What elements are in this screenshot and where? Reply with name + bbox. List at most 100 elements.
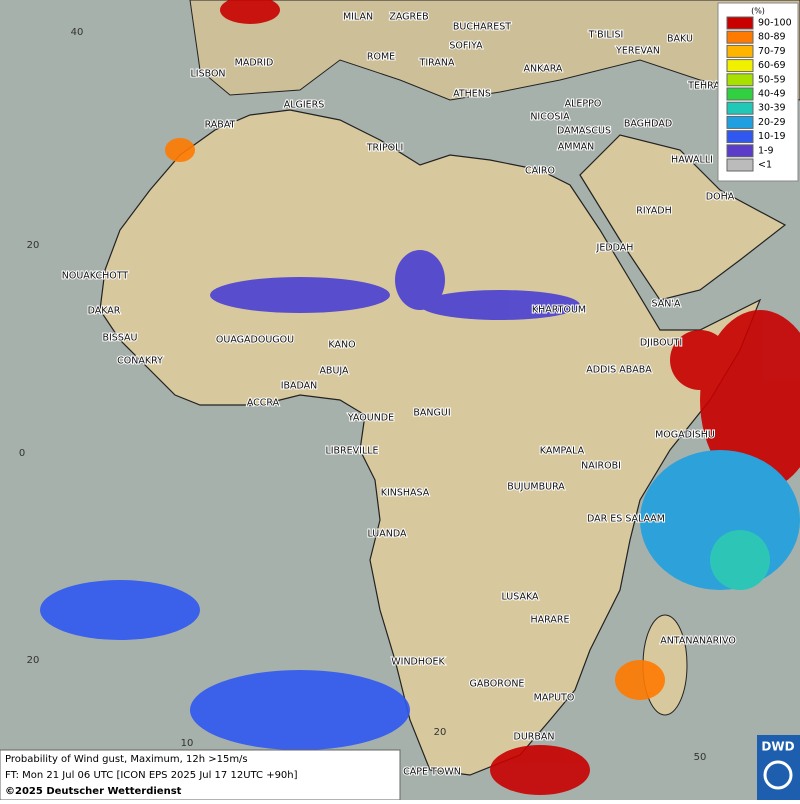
legend-label: 70-79 xyxy=(758,46,786,57)
city-label: MOGADISHU xyxy=(655,430,715,441)
wind-area xyxy=(190,670,410,750)
city-label: CAIRO xyxy=(525,166,555,177)
city-labels: MILAN ZAGREB BUCHAREST MADRID ROME SOFIYA TIRA… xyxy=(61,11,737,779)
wind-area xyxy=(670,330,730,390)
city-label: DJIBOUTI xyxy=(640,338,682,349)
city-label: BUJUMBURA xyxy=(507,482,565,493)
city-label: LISBON xyxy=(190,69,225,80)
city-label: GABORONE xyxy=(470,679,525,690)
arabia-land xyxy=(579,134,787,301)
grid-label: 0 xyxy=(19,448,25,459)
city-label: ALGIERS xyxy=(284,100,325,111)
city-label: KINSHASA xyxy=(381,488,430,499)
city-label: LUSAKA xyxy=(501,592,539,603)
legend-label: 50-59 xyxy=(758,74,786,85)
city-label: LIBREVILLE xyxy=(325,446,378,457)
grid-label: 40 xyxy=(71,27,84,38)
city-label: NICOSIA xyxy=(530,112,570,123)
city-label: KHARTOUM xyxy=(532,305,586,316)
legend-label: 90-100 xyxy=(758,18,792,29)
legend-label: 20-29 xyxy=(758,117,786,128)
city-label: TEHRA xyxy=(687,81,720,92)
city-label: IBADAN xyxy=(281,381,318,392)
info-line: ©2025 Deutscher Wetterdienst xyxy=(5,786,182,797)
city-label: DAR ES SALAAM xyxy=(587,514,665,525)
grid-label: 20 xyxy=(27,655,40,666)
city-label: ZAGREB xyxy=(389,12,428,23)
city-label: DAMASCUS xyxy=(557,126,611,137)
city-label: YAOUNDE xyxy=(347,413,394,424)
legend-swatch xyxy=(726,158,754,172)
legend-swatch xyxy=(726,87,754,101)
city-label: ADDIS ABABA xyxy=(586,365,652,376)
legend-swatch xyxy=(726,44,754,58)
city-label: ROME xyxy=(367,52,395,63)
city-label: BAGHDAD xyxy=(624,119,672,130)
info-line: Probability of Wind gust, Maximum, 12h >… xyxy=(5,754,248,765)
city-label: DURBAN xyxy=(514,732,555,743)
city-label: ANKARA xyxy=(524,64,563,75)
wind-area xyxy=(395,250,445,310)
legend-label: 80-89 xyxy=(758,32,786,43)
city-label: JEDDAH xyxy=(596,243,634,254)
city-label: RIYADH xyxy=(636,206,671,217)
info-box xyxy=(0,749,401,801)
wind-area xyxy=(165,138,195,162)
city-label: ATHENS xyxy=(453,89,491,100)
city-label: BUCHAREST xyxy=(453,22,511,33)
wind-area xyxy=(420,290,580,320)
city-label: SAN'A xyxy=(652,299,681,310)
grid-labels: 40 20 0 20 10 20 50 xyxy=(19,27,707,763)
grid-label: 20 xyxy=(434,727,447,738)
grid-label: 10 xyxy=(181,738,194,749)
legend-swatch xyxy=(726,101,754,115)
city-label: ACCRA xyxy=(247,398,280,409)
city-label: BANGUI xyxy=(413,408,450,419)
africa-land xyxy=(99,109,762,776)
legend-label: 30-39 xyxy=(758,103,786,114)
legend-swatch xyxy=(726,16,754,30)
city-label: OUAGADOUGOU xyxy=(216,335,294,346)
city-label: TIRANA xyxy=(419,58,455,69)
wind-area xyxy=(220,0,280,24)
city-label: WINDHOEK xyxy=(391,657,445,668)
city-label: MAPUTO xyxy=(534,693,575,704)
wind-area xyxy=(40,580,200,640)
legend-swatch xyxy=(726,115,754,129)
city-label: T'BILISI xyxy=(588,30,624,41)
city-label: HARARE xyxy=(531,615,570,626)
city-label: ANTANANARIVO xyxy=(660,636,736,647)
city-label: KANO xyxy=(328,340,355,351)
legend-title: (%) xyxy=(751,7,765,16)
city-label: HAWALLI xyxy=(671,155,713,166)
legend-swatch xyxy=(726,144,754,158)
legend-swatch xyxy=(726,59,754,73)
legend-label: 40-49 xyxy=(758,89,786,100)
grid-label: 20 xyxy=(27,240,40,251)
city-label: CAPE TOWN xyxy=(403,767,461,778)
legend-label: 60-69 xyxy=(758,60,786,71)
city-label: NOUAKCHOTT xyxy=(62,271,129,282)
city-label: CONAKRY xyxy=(117,356,163,367)
city-label: SOFIYA xyxy=(449,41,483,52)
city-label: MADRID xyxy=(235,58,274,69)
city-label: MILAN xyxy=(343,12,373,23)
legend-label: <1 xyxy=(758,160,772,171)
city-label: ABUJA xyxy=(319,366,349,377)
city-label: DOHA xyxy=(706,192,735,203)
grid-label: 50 xyxy=(694,752,707,763)
wind-area xyxy=(615,660,665,700)
wind-area xyxy=(490,745,590,795)
wind-area xyxy=(210,277,390,313)
city-label: YEREVAN xyxy=(615,46,660,57)
city-label: DAKAR xyxy=(88,306,121,317)
legend-label: 1-9 xyxy=(758,145,774,156)
city-label: AMMAN xyxy=(558,142,595,153)
legend-label: 10-19 xyxy=(758,131,786,142)
city-label: LUANDA xyxy=(367,529,407,540)
wind-area xyxy=(710,530,770,590)
legend-swatch xyxy=(726,130,754,144)
logo-icon xyxy=(763,760,793,790)
city-label: RABAT xyxy=(205,120,236,131)
